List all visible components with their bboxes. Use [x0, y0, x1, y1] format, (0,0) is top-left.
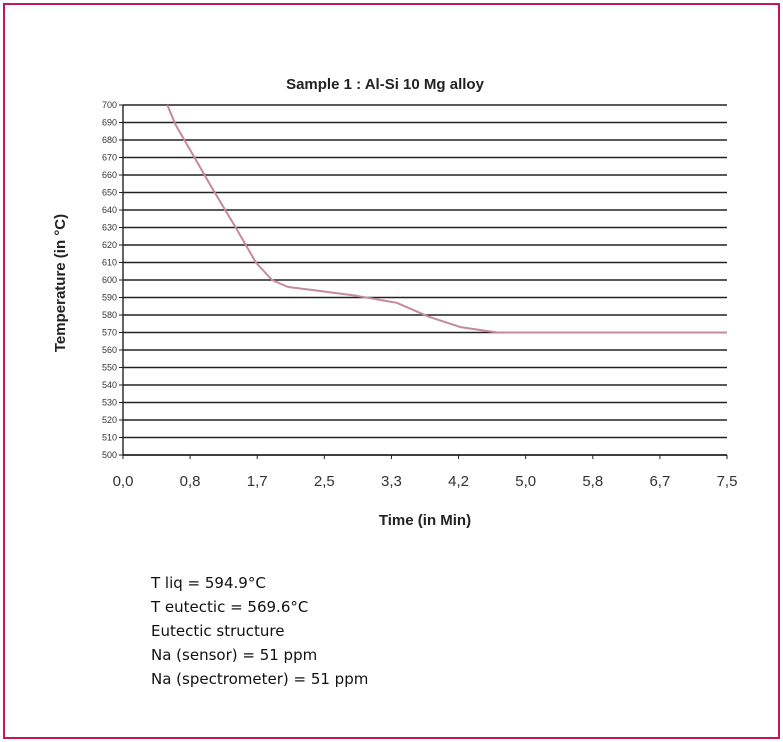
y-tick-label: 640	[102, 205, 117, 215]
note-t-eutectic: T eutectic = 569.6°C	[151, 598, 309, 616]
cooling-curve-chart: Sample 1 : Al-Si 10 Mg alloy 700 690 680 67…	[52, 76, 738, 529]
x-tick-label: 2,5	[314, 473, 335, 490]
y-tick-label: 690	[102, 118, 117, 128]
x-tick-label: 5,8	[582, 473, 603, 490]
x-tick-labels: 0,0 0,8 1,7 2,5 3,3 4,2 5,0 5,8 6,7 7,5	[113, 473, 738, 490]
x-tick-label: 1,7	[247, 473, 268, 490]
y-tick-label: 550	[102, 363, 117, 373]
y-tick-label: 540	[102, 380, 117, 390]
figure-frame: Sample 1 : Al-Si 10 Mg alloy 700 690 680 67…	[3, 3, 780, 739]
note-eutectic-structure: Eutectic structure	[151, 622, 285, 640]
x-tick-label: 0,0	[113, 473, 134, 490]
y-tick-label: 530	[102, 398, 117, 408]
series-layer	[166, 104, 727, 334]
note-t-liq: T liq = 594.9°C	[151, 574, 266, 592]
x-tick-label: 0,8	[180, 473, 201, 490]
x-tick-label: 6,7	[649, 473, 670, 490]
grid-layer	[119, 104, 728, 459]
note-na-spectrometer: Na (spectrometer) = 51 ppm	[151, 670, 369, 688]
cooling-curve-line	[166, 104, 727, 334]
y-tick-label: 580	[102, 310, 117, 320]
y-tick-label: 680	[102, 135, 117, 145]
y-tick-label: 630	[102, 223, 117, 233]
y-tick-label: 570	[102, 328, 117, 338]
y-tick-label: 670	[102, 153, 117, 163]
y-tick-label: 610	[102, 258, 117, 268]
y-tick-label: 590	[102, 293, 117, 303]
x-axis-label: Time (in Min)	[379, 512, 471, 529]
measurement-notes: T liq = 594.9°C T eutectic = 569.6°C Eut…	[151, 571, 368, 691]
y-tick-label: 620	[102, 240, 117, 250]
x-tick-label: 3,3	[381, 473, 402, 490]
y-tick-label: 500	[102, 450, 117, 460]
y-tick-labels: 700 690 680 670 660 650 640 630 620 610 600 590 580 5…	[102, 100, 117, 460]
y-tick-label: 700	[102, 100, 117, 110]
x-tick-label: 4,2	[448, 473, 469, 490]
y-tick-label: 660	[102, 170, 117, 180]
x-tick-label: 5,0	[515, 473, 536, 490]
note-na-sensor: Na (sensor) = 51 ppm	[151, 646, 318, 664]
y-tick-label: 600	[102, 275, 117, 285]
y-tick-label: 510	[102, 433, 117, 443]
x-tick-label: 7,5	[717, 473, 738, 490]
chart-title: Sample 1 : Al-Si 10 Mg alloy	[286, 76, 484, 93]
y-axis-label: Temperature (in °C)	[52, 214, 69, 352]
y-tick-label: 560	[102, 345, 117, 355]
y-tick-label: 650	[102, 188, 117, 198]
y-tick-label: 520	[102, 415, 117, 425]
